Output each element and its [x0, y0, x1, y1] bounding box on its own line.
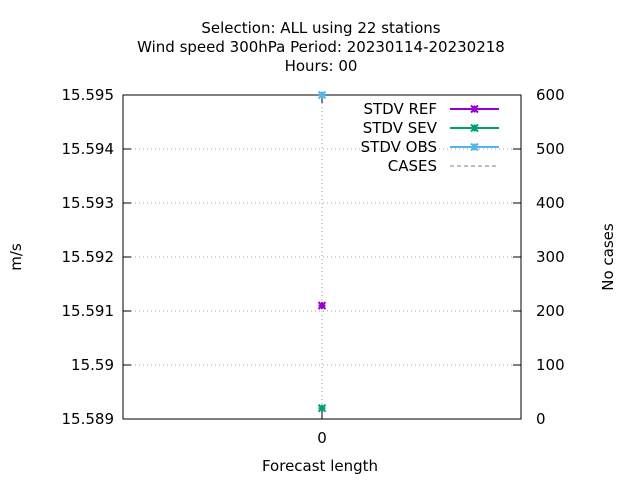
legend-entry-stdv-ref: STDV REF [363, 100, 499, 118]
data-points [317, 90, 327, 413]
y-tick-label: 15.591 [62, 302, 115, 320]
grid-lines [123, 95, 521, 419]
legend-entry-stdv-obs: STDV OBS [361, 138, 499, 156]
chart-title: Selection: ALL using 22 stations Wind sp… [137, 19, 505, 75]
y2-tick-label: 600 [536, 86, 565, 104]
x-tick-label: 0 [317, 429, 327, 447]
y-axis-ticks: 15.595 15.594 15.593 15.592 15.591 15.59 15.58… [62, 86, 131, 428]
y2-tick-label: 100 [536, 356, 565, 374]
y-tick-label: 15.589 [62, 410, 115, 428]
y2-axis-label: No cases [599, 223, 617, 291]
y2-tick-label: 300 [536, 248, 565, 266]
point-stdv-sev [317, 403, 327, 413]
title-line-1: Selection: ALL using 22 stations [201, 19, 440, 37]
legend-entry-stdv-sev: STDV SEV [363, 119, 499, 137]
title-line-2: Wind speed 300hPa Period: 20230114-20230… [137, 38, 505, 56]
legend-marker [470, 142, 479, 152]
legend-label: STDV OBS [361, 138, 437, 156]
title-line-3: Hours: 00 [285, 57, 358, 75]
y2-tick-label: 500 [536, 140, 565, 158]
legend-label: STDV REF [363, 100, 437, 118]
legend-entry-cases: CASES [388, 157, 499, 175]
point-stdv-ref [317, 301, 327, 310]
y2-tick-label: 200 [536, 302, 565, 320]
legend-label: CASES [388, 157, 437, 175]
y-axis-label: m/s [7, 243, 25, 271]
y-tick-label: 15.59 [71, 356, 114, 374]
y-tick-label: 15.595 [62, 86, 115, 104]
point-stdv-obs [317, 90, 327, 100]
legend-label: STDV SEV [363, 119, 438, 137]
legend-marker [470, 104, 479, 114]
legend-marker [470, 123, 479, 133]
y2-axis-ticks: 600 500 400 300 200 100 0 [513, 86, 565, 428]
y2-tick-label: 0 [536, 410, 546, 428]
y-tick-label: 15.592 [62, 248, 115, 266]
x-axis-label: Forecast length [262, 457, 378, 475]
y-tick-label: 15.594 [62, 140, 115, 158]
y2-tick-label: 400 [536, 194, 565, 212]
y-tick-label: 15.593 [62, 194, 115, 212]
